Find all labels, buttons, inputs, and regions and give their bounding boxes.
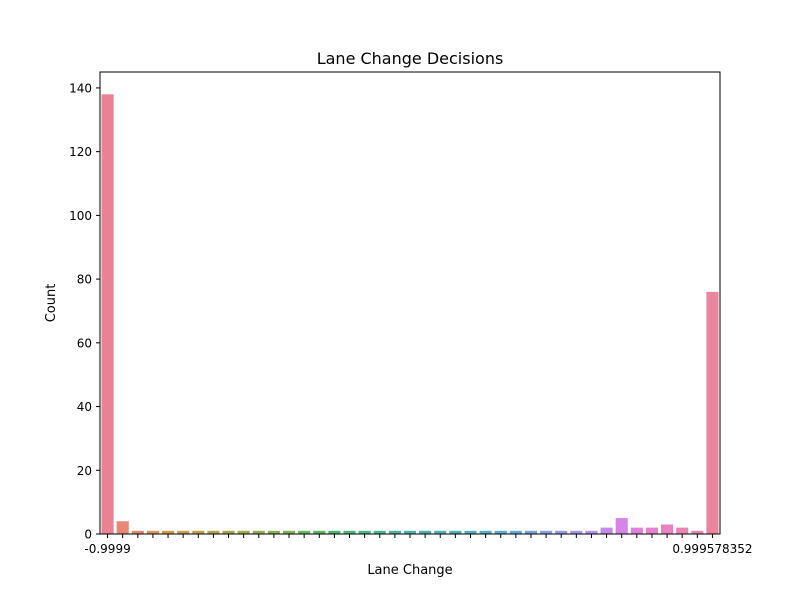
bar xyxy=(358,530,371,534)
y-tick-label: 140 xyxy=(69,81,92,95)
bar xyxy=(509,530,522,534)
y-tick-label: 60 xyxy=(77,336,92,350)
bar xyxy=(101,94,114,535)
bar xyxy=(403,530,417,534)
x-tick-label: 0.999578352 xyxy=(672,542,752,556)
bar xyxy=(267,530,280,534)
y-tick-label: 20 xyxy=(77,464,92,478)
bar xyxy=(131,530,144,534)
bar xyxy=(343,530,356,534)
bar xyxy=(524,530,538,534)
y-tick-label: 120 xyxy=(69,145,92,159)
bar xyxy=(555,530,568,534)
bar xyxy=(192,530,205,534)
y-tick-label: 40 xyxy=(77,400,92,414)
bar xyxy=(207,530,220,534)
y-tick-label: 80 xyxy=(77,273,92,287)
bar xyxy=(449,530,462,534)
bar xyxy=(691,530,704,534)
bar xyxy=(313,530,326,534)
bar xyxy=(570,530,583,534)
y-tick-label: 100 xyxy=(69,209,92,223)
bar xyxy=(676,527,689,534)
x-axis-label: Lane Change xyxy=(367,563,452,578)
bar xyxy=(328,530,341,534)
x-axis: -0.9999 0.999578352 xyxy=(84,534,753,556)
bar xyxy=(464,530,477,534)
bar xyxy=(388,530,401,534)
bar xyxy=(298,530,311,534)
x-tick-label: -0.9999 xyxy=(84,542,130,556)
bar xyxy=(479,530,492,534)
y-axis: 0 20 40 60 80 100 120 140 xyxy=(69,81,100,542)
plot-frame xyxy=(99,71,721,535)
bar xyxy=(585,530,598,534)
bar xyxy=(116,521,129,534)
bar xyxy=(162,530,175,534)
bar xyxy=(419,530,432,534)
bar xyxy=(373,530,386,534)
bar xyxy=(645,527,658,534)
bars-group xyxy=(101,94,719,535)
bar xyxy=(706,291,719,534)
bar xyxy=(434,530,447,534)
bar xyxy=(177,530,190,534)
bar xyxy=(252,530,265,534)
y-axis-label: Count xyxy=(44,284,59,323)
bar xyxy=(615,518,628,534)
y-tick-label: 0 xyxy=(84,528,92,542)
bar xyxy=(630,527,643,534)
chart-title: Lane Change Decisions xyxy=(317,49,504,68)
bar xyxy=(600,527,613,534)
bar xyxy=(540,530,553,534)
bar xyxy=(237,530,250,534)
bar xyxy=(222,530,235,534)
bar xyxy=(146,530,159,534)
bar xyxy=(494,530,507,534)
bar xyxy=(661,524,674,534)
bar xyxy=(282,530,296,534)
